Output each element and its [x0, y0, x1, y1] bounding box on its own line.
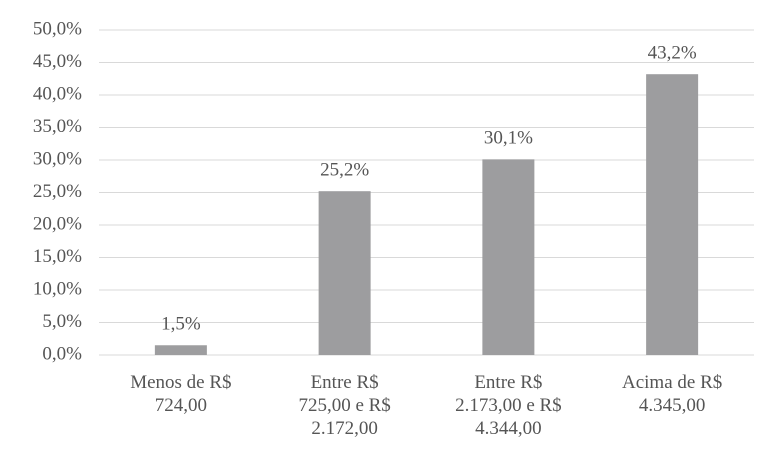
data-label: 25,2% — [320, 160, 369, 181]
y-tick-label: 10,0% — [33, 278, 82, 299]
y-tick-label: 25,0% — [33, 181, 82, 202]
y-tick-label: 45,0% — [33, 51, 82, 72]
x-tick-label: Acima de R$ 4.345,00 — [621, 372, 723, 416]
y-tick-label: 0,0% — [42, 343, 82, 364]
y-tick-label: 50,0% — [33, 18, 82, 39]
x-tick-label: Entre R$ 725,00 e R$ 2.172,00 — [298, 372, 391, 439]
x-tick-label: Menos de R$ 724,00 — [130, 372, 232, 416]
y-tick-label: 40,0% — [33, 83, 82, 104]
y-tick-label: 5,0% — [42, 311, 82, 332]
bar — [154, 345, 207, 355]
y-tick-label: 35,0% — [33, 116, 82, 137]
bar — [646, 74, 699, 355]
data-label: 43,2% — [648, 43, 697, 64]
bar — [482, 159, 535, 355]
y-tick-label: 20,0% — [33, 213, 82, 234]
y-tick-label: 30,0% — [33, 148, 82, 169]
y-tick-label: 15,0% — [33, 246, 82, 267]
data-label: 30,1% — [484, 128, 533, 149]
bar — [318, 191, 371, 355]
x-tick-label: Entre R$ 2.173,00 e R$ 4.344,00 — [455, 372, 562, 439]
data-label: 1,5% — [161, 314, 201, 335]
